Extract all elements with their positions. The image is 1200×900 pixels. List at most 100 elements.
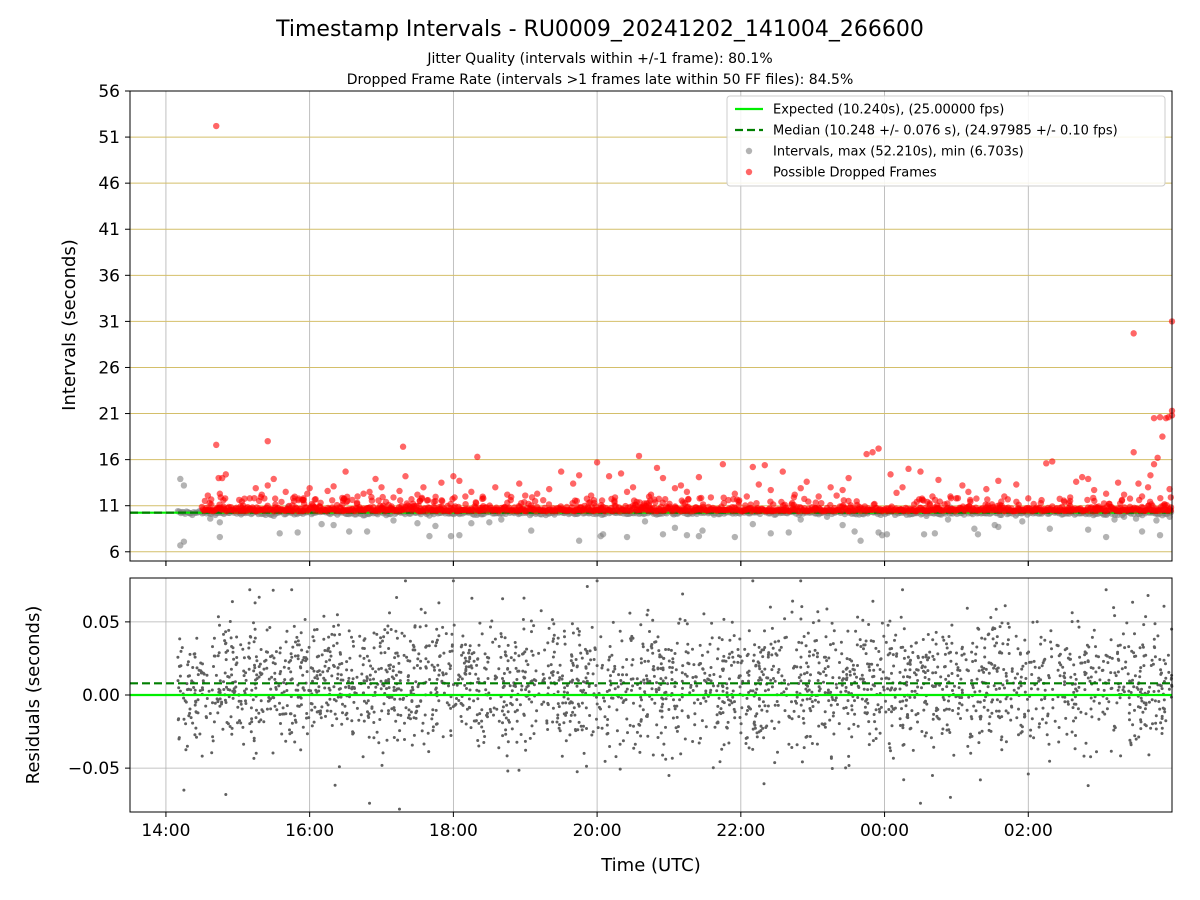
- residual-point: [704, 699, 708, 703]
- residual-point: [497, 644, 501, 648]
- residual-point: [1116, 644, 1120, 648]
- residual-point: [293, 718, 297, 722]
- residual-point: [1138, 646, 1142, 650]
- residual-point: [332, 624, 336, 628]
- interval-point: [995, 523, 1002, 531]
- residual-point: [691, 740, 695, 743]
- residual-point: [468, 644, 472, 648]
- residual-point: [866, 701, 870, 705]
- residual-point: [1037, 676, 1041, 680]
- residual-point: [191, 721, 195, 725]
- residual-point: [799, 703, 803, 707]
- residual-point: [330, 674, 334, 678]
- residual-point: [795, 665, 799, 669]
- dropped-frame-point: [801, 495, 808, 503]
- residual-point: [639, 657, 643, 661]
- residual-point: [350, 635, 353, 639]
- residual-point: [211, 739, 215, 743]
- residual-point: [386, 712, 390, 716]
- residual-point: [930, 773, 934, 777]
- residual-point: [1006, 711, 1010, 715]
- interval-point: [216, 519, 224, 526]
- residual-point: [1112, 728, 1116, 732]
- residual-point: [419, 699, 423, 703]
- residual-point: [659, 662, 663, 666]
- residual-point: [585, 727, 588, 730]
- residual-point: [546, 641, 550, 645]
- dropped-frame-point: [308, 500, 315, 508]
- residual-point: [1098, 678, 1102, 682]
- residual-point: [729, 699, 733, 703]
- residual-point: [847, 764, 851, 767]
- residual-point: [1134, 737, 1138, 741]
- residual-point: [585, 679, 589, 683]
- residual-point: [430, 663, 434, 667]
- residual-point: [362, 719, 366, 723]
- residual-point: [212, 654, 216, 658]
- residual-point: [872, 639, 875, 643]
- residual-point: [247, 655, 251, 659]
- residual-point: [1097, 655, 1100, 659]
- residual-point: [960, 703, 964, 707]
- residual-point: [235, 661, 239, 665]
- residual-point: [1072, 702, 1076, 706]
- residual-point: [595, 579, 599, 583]
- residual-point: [298, 665, 302, 669]
- residual-point: [664, 725, 667, 729]
- dropped-frame-point: [1114, 479, 1122, 486]
- residual-point: [330, 724, 334, 727]
- residual-point: [492, 713, 495, 717]
- residual-point: [597, 705, 601, 709]
- residual-point: [924, 731, 928, 735]
- residual-point: [340, 722, 344, 726]
- residual-point: [385, 738, 389, 742]
- residual-point: [1153, 655, 1157, 659]
- residual-point: [254, 686, 258, 690]
- residual-point: [339, 673, 343, 677]
- residual-point: [431, 713, 435, 717]
- residual-point: [395, 636, 399, 640]
- dropped-frame-point: [1013, 481, 1020, 488]
- interval-point: [878, 531, 886, 539]
- residual-point: [747, 706, 751, 710]
- residual-point: [834, 682, 838, 686]
- dropped-frame-point: [1091, 497, 1098, 505]
- residual-point: [509, 695, 513, 699]
- residual-point: [609, 674, 612, 678]
- residual-point: [927, 677, 931, 681]
- residual-point: [1090, 635, 1094, 639]
- residual-point: [291, 645, 295, 649]
- residual-point: [745, 654, 749, 658]
- residual-point: [244, 678, 248, 682]
- residual-point: [384, 679, 388, 683]
- residual-point: [920, 730, 924, 733]
- residual-point: [919, 660, 923, 664]
- dropped-frame-point: [755, 481, 762, 488]
- residual-point: [509, 656, 513, 660]
- residual-point: [1084, 651, 1088, 655]
- residual-point: [293, 654, 297, 658]
- residual-point: [517, 768, 521, 772]
- dropped-frame-point: [372, 475, 379, 483]
- residual-point: [1118, 696, 1122, 700]
- residual-point: [271, 751, 275, 755]
- residual-point: [1167, 670, 1171, 674]
- residual-point: [360, 672, 364, 676]
- dropped-frame-point: [677, 482, 685, 489]
- residual-point: [435, 677, 439, 681]
- dropped-frame-point: [333, 501, 341, 509]
- residual-point: [1079, 661, 1083, 665]
- residual-point: [996, 666, 1000, 670]
- residual-point: [976, 626, 980, 630]
- residual-point: [493, 637, 497, 641]
- residual-point: [563, 686, 567, 690]
- interval-point: [498, 516, 505, 523]
- residual-point: [552, 637, 555, 641]
- residual-point: [1065, 732, 1069, 736]
- residual-point: [213, 701, 217, 705]
- residual-point: [293, 714, 297, 718]
- residual-point: [643, 690, 647, 694]
- residual-point: [901, 588, 905, 592]
- residual-point: [347, 629, 351, 633]
- residual-point: [770, 719, 774, 723]
